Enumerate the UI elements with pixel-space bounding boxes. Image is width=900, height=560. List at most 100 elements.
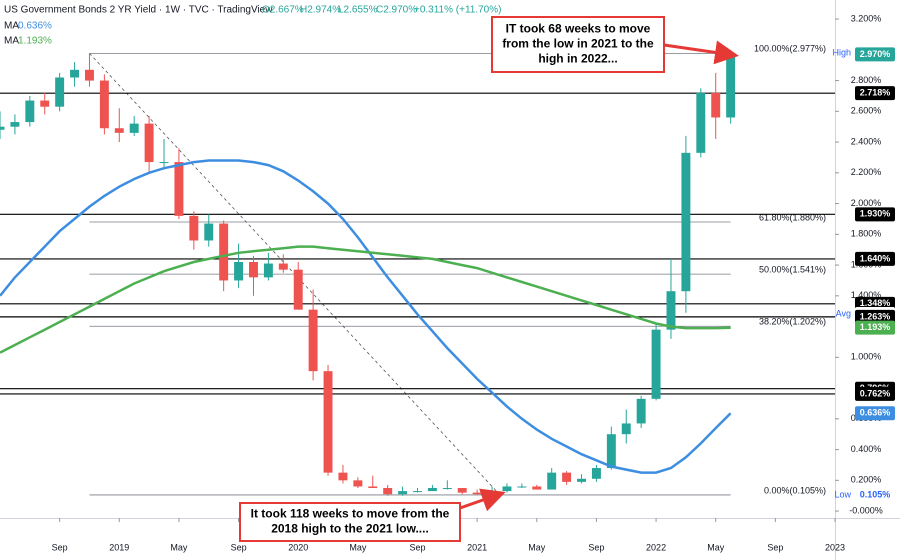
candle-body [144, 123, 154, 163]
candle-body [681, 152, 691, 292]
candle-body [114, 128, 124, 133]
candle-body [696, 92, 706, 153]
candle-body [263, 263, 273, 278]
x-tick-label: 2022 [646, 542, 666, 552]
annotation-box [239, 502, 461, 542]
annotation-text: IT took 68 weeks to move [506, 22, 651, 36]
ohlc-value: H2.974% [300, 5, 341, 16]
candle-body [308, 309, 318, 372]
plot-area: 100.00%(2.977%) 61.80%(1.880%) 50.00%(1.54… [0, 44, 835, 496]
chart-title: US Government Bonds 2 YR Yield · 1W · TV… [4, 5, 273, 16]
price-badge [855, 309, 895, 324]
price-badge [855, 86, 895, 101]
candle-body [666, 291, 676, 330]
y-tick-label: -0.000% [849, 505, 883, 515]
candle-body [84, 69, 94, 81]
ma-line [0, 245, 731, 354]
price-badge-tag: High [832, 48, 851, 58]
price-badge [855, 406, 895, 421]
y-tick-label: 0.200% [851, 475, 882, 485]
candle-body [502, 486, 512, 492]
candle-body [0, 126, 5, 130]
x-tick-label: May [170, 542, 188, 552]
candle-body [532, 486, 542, 490]
ohlc-value: O2.667% [262, 5, 304, 16]
candle-body [621, 423, 631, 435]
candle-body [174, 162, 184, 216]
fib-label: 50.00%(1.541%) [759, 265, 826, 275]
y-tick-label: 2.000% [851, 198, 882, 208]
y-tick-label: 2.800% [851, 75, 882, 85]
legend-name: MA [4, 21, 19, 32]
ohlc-value: C2.970% [376, 5, 417, 16]
candle-body [353, 480, 363, 487]
fib-label: 0.00%(0.105%) [764, 485, 826, 495]
candle-body [577, 478, 586, 482]
annotation-text: high in 2022... [538, 52, 617, 66]
candle-body [99, 80, 109, 129]
price-badge [855, 207, 895, 222]
candle-body [606, 434, 616, 469]
candle-body [711, 92, 721, 118]
price-badge-label: 2.718% [860, 88, 891, 98]
candle-body [487, 491, 497, 495]
candle-body [442, 488, 452, 490]
candle-body [10, 122, 20, 127]
y-tick-label: 1.800% [851, 229, 882, 239]
x-tick-label: 2023 [825, 542, 845, 552]
y-tick-label: 1.400% [851, 290, 882, 300]
y-tick-label: 2.600% [851, 106, 882, 116]
price-badge-tag: Low [834, 489, 851, 499]
y-tick-label: 1.000% [851, 352, 882, 362]
x-tick-label: May [528, 542, 546, 552]
x-tick-label: Sep [52, 542, 68, 552]
candle-body [234, 261, 244, 281]
price-badge [855, 251, 895, 266]
candle-body [472, 492, 482, 495]
annotation-text: 2018 high to the 2021 low.... [271, 522, 429, 536]
candle-body [398, 491, 408, 495]
candle-body [189, 215, 199, 241]
price-badge [855, 47, 895, 62]
y-tick-label: 2.200% [851, 167, 882, 177]
candle-body [368, 486, 378, 489]
annotation-text: from the low in 2021 to the [502, 37, 654, 51]
candle-body [636, 398, 646, 424]
candle-body [651, 329, 661, 399]
price-badge-label: 1.930% [860, 209, 891, 219]
annotation-box [491, 16, 665, 73]
price-badge-label: 1.193% [860, 322, 891, 332]
candle-body [129, 123, 139, 133]
candle-body [249, 261, 258, 278]
candle-body [457, 488, 467, 493]
candle-body [427, 488, 437, 492]
candle-body [55, 77, 65, 107]
candle-body [517, 486, 527, 488]
candle-body [726, 54, 736, 118]
y-tick-label: 0.400% [851, 444, 882, 454]
price-badge-label: 1.348% [860, 298, 891, 308]
price-badge-label: 0.762% [860, 388, 891, 398]
price-badge-label: 2.970% [860, 49, 891, 59]
legend-value: 1.193% [18, 36, 52, 47]
candle-body [591, 468, 601, 479]
candle-body [25, 100, 35, 123]
legend-value: 0.636% [18, 21, 52, 32]
fib-label: 100.00%(2.977%) [754, 44, 826, 54]
candle-body [323, 371, 333, 473]
candle-body [204, 223, 214, 241]
candle-body [383, 488, 393, 495]
annotation-arrow [663, 40, 739, 65]
x-tick-label: 2020 [288, 542, 308, 552]
annotation-arrow [459, 488, 506, 512]
overlay: US Government Bonds 2 YR Yield · 1W · TV… [4, 5, 501, 47]
price-badge-tag: Avg [836, 308, 851, 318]
candle-body [413, 491, 422, 493]
y-tick-label: 2.400% [851, 136, 882, 146]
price-badge [855, 487, 895, 502]
annotation-text: It took 118 weeks to move from the [251, 507, 450, 521]
legend-name: MA [4, 36, 19, 47]
candle-body [159, 162, 169, 164]
